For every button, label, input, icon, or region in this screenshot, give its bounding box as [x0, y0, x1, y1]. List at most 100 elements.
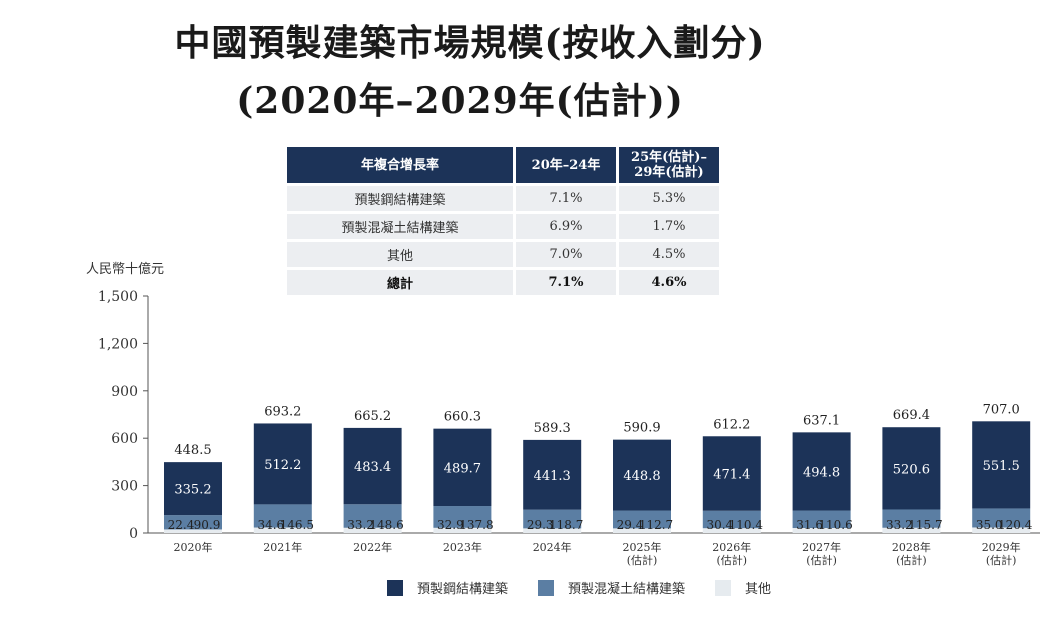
data-label-total: 669.4: [893, 408, 930, 423]
data-label-steel: 448.8: [623, 469, 660, 484]
bar-concrete: [882, 509, 941, 528]
bar-other: [702, 528, 761, 533]
data-label-steel: 551.5: [983, 459, 1020, 474]
bar-steel: [792, 432, 851, 511]
data-label-steel: 335.2: [174, 483, 211, 498]
data-label-total: 589.3: [534, 421, 571, 436]
data-label-concrete: 146.5: [280, 518, 314, 532]
x-tick-label: 2020年: [174, 540, 213, 554]
y-tick-label: 300: [111, 479, 138, 495]
data-label-other: 35.0: [976, 518, 1003, 532]
x-tick-label: 2028年(估計): [892, 540, 931, 567]
x-tick-label: 2026年(估計): [712, 540, 751, 567]
cagr-value: 7.1%: [516, 186, 616, 211]
bar-steel: [164, 462, 222, 516]
bar-other: [972, 527, 1031, 533]
data-label-concrete: 137.8: [459, 518, 493, 532]
data-label-other: 30.4: [706, 518, 733, 532]
bar-steel: [343, 427, 402, 505]
bars: [164, 421, 1031, 533]
bar-steel: [972, 421, 1031, 509]
chart-subtitle: (2020年–2029年(估計)): [236, 80, 684, 122]
x-tick-label-line: (估計): [717, 553, 748, 567]
data-label-total: 612.2: [713, 417, 750, 432]
bar-concrete: [613, 510, 671, 529]
x-tick-label-line: (估計): [986, 553, 1017, 567]
cagr-row-other: 其他 7.0% 4.5%: [287, 242, 719, 267]
cagr-header-label: 年複合增長率: [287, 147, 513, 183]
cagr-value: 4.5%: [619, 242, 719, 267]
bar-other: [882, 527, 941, 533]
x-tick-label: 2024年: [533, 540, 572, 554]
data-label-total: 693.2: [264, 404, 301, 419]
x-tick-label: 2025年(估計): [623, 540, 662, 567]
data-label-steel: 489.7: [444, 461, 481, 476]
data-label-other: 33.2: [347, 518, 374, 532]
data-label-total: 448.5: [174, 443, 211, 458]
y-tick-label: 1,200: [98, 336, 138, 352]
chart-title: 中國預製建築市場規模(按收入劃分): [174, 22, 766, 64]
x-tick-label-line: 2026年: [712, 540, 751, 554]
bar-steel: [702, 436, 761, 511]
cagr-value: 7.1%: [516, 270, 616, 295]
bar-other: [253, 527, 312, 533]
bar-steel: [523, 439, 582, 510]
data-label-total: 590.9: [623, 421, 660, 436]
cagr-row-label: 其他: [287, 242, 513, 267]
y-tick-label: 900: [111, 384, 138, 400]
x-tick-label-line: 2025年: [623, 540, 662, 554]
data-label-concrete: 115.7: [908, 518, 942, 532]
x-tick-label-line: 2021年: [263, 540, 302, 554]
x-tick-label-line: 2023年: [443, 540, 482, 554]
cagr-value: 7.0%: [516, 242, 616, 267]
x-tick-label-line: 2022年: [353, 540, 392, 554]
bar-concrete: [972, 508, 1031, 528]
legend: 預製鋼結構建築 預製混凝土結構建築 其他: [387, 578, 801, 597]
data-label-other: 34.6: [257, 518, 284, 532]
data-label-steel: 494.8: [803, 465, 840, 480]
cagr-row-label: 預製鋼結構建築: [287, 186, 513, 211]
legend-item-concrete: 預製混凝土結構建築: [538, 578, 685, 597]
data-label-concrete: 118.7: [549, 518, 583, 532]
data-label-other: 22.4: [168, 518, 195, 532]
x-tick-label: 2027年(估計): [802, 540, 841, 567]
axes: 0 300 600 900 1,200 1,500 2020年 2021年 2022年 2023年…: [98, 289, 1040, 567]
bar-steel: [613, 439, 671, 511]
cagr-row-label: 預製混凝土結構建築: [287, 214, 513, 239]
x-tick-label-line: (估計): [806, 553, 837, 567]
data-label-concrete: 110.4: [729, 518, 764, 532]
y-axis-title: 人民幣十億元: [86, 261, 164, 277]
data-label-steel: 441.3: [534, 469, 571, 484]
cagr-header-2025-2029: 25年(估計)– 29年(估計): [619, 147, 719, 183]
y-tick-label: 0: [129, 526, 138, 542]
bar-concrete: [702, 510, 761, 529]
cagr-value: 4.6%: [619, 270, 719, 295]
legend-swatch-other: [715, 579, 732, 596]
x-tick-label-line: 2028年: [892, 540, 931, 554]
data-label-total: 660.3: [444, 410, 481, 425]
bar-other: [523, 528, 582, 533]
bar-other: [343, 527, 402, 533]
bar-concrete: [433, 506, 492, 528]
cagr-value: 1.7%: [619, 214, 719, 239]
data-label-concrete: 90.9: [194, 518, 221, 532]
data-label-concrete: 120.4: [998, 518, 1033, 532]
cagr-value: 5.3%: [619, 186, 719, 211]
cagr-row-concrete: 預製混凝土結構建築 6.9% 1.7%: [287, 214, 719, 239]
data-label-other: 32.9: [437, 518, 464, 532]
bar-concrete: [523, 509, 582, 529]
legend-label-concrete: 預製混凝土結構建築: [568, 582, 686, 597]
bar-other: [433, 527, 492, 533]
x-tick-label: 2023年: [443, 540, 482, 554]
x-tick-label-line: 2027年: [802, 540, 841, 554]
data-label-steel: 483.4: [354, 460, 391, 475]
legend-swatch-concrete: [538, 579, 555, 596]
x-tick-label: 2021年: [263, 540, 302, 554]
data-label-other: 31.6: [796, 518, 823, 532]
cagr-table: 年複合增長率 20年–24年 25年(估計)– 29年(估計) 預製鋼結構建築 …: [284, 144, 722, 298]
data-label-concrete: 110.6: [818, 518, 852, 532]
legend-item-other: 其他: [715, 578, 771, 597]
data-label-concrete: 148.6: [369, 518, 403, 532]
bar-steel: [882, 427, 941, 510]
